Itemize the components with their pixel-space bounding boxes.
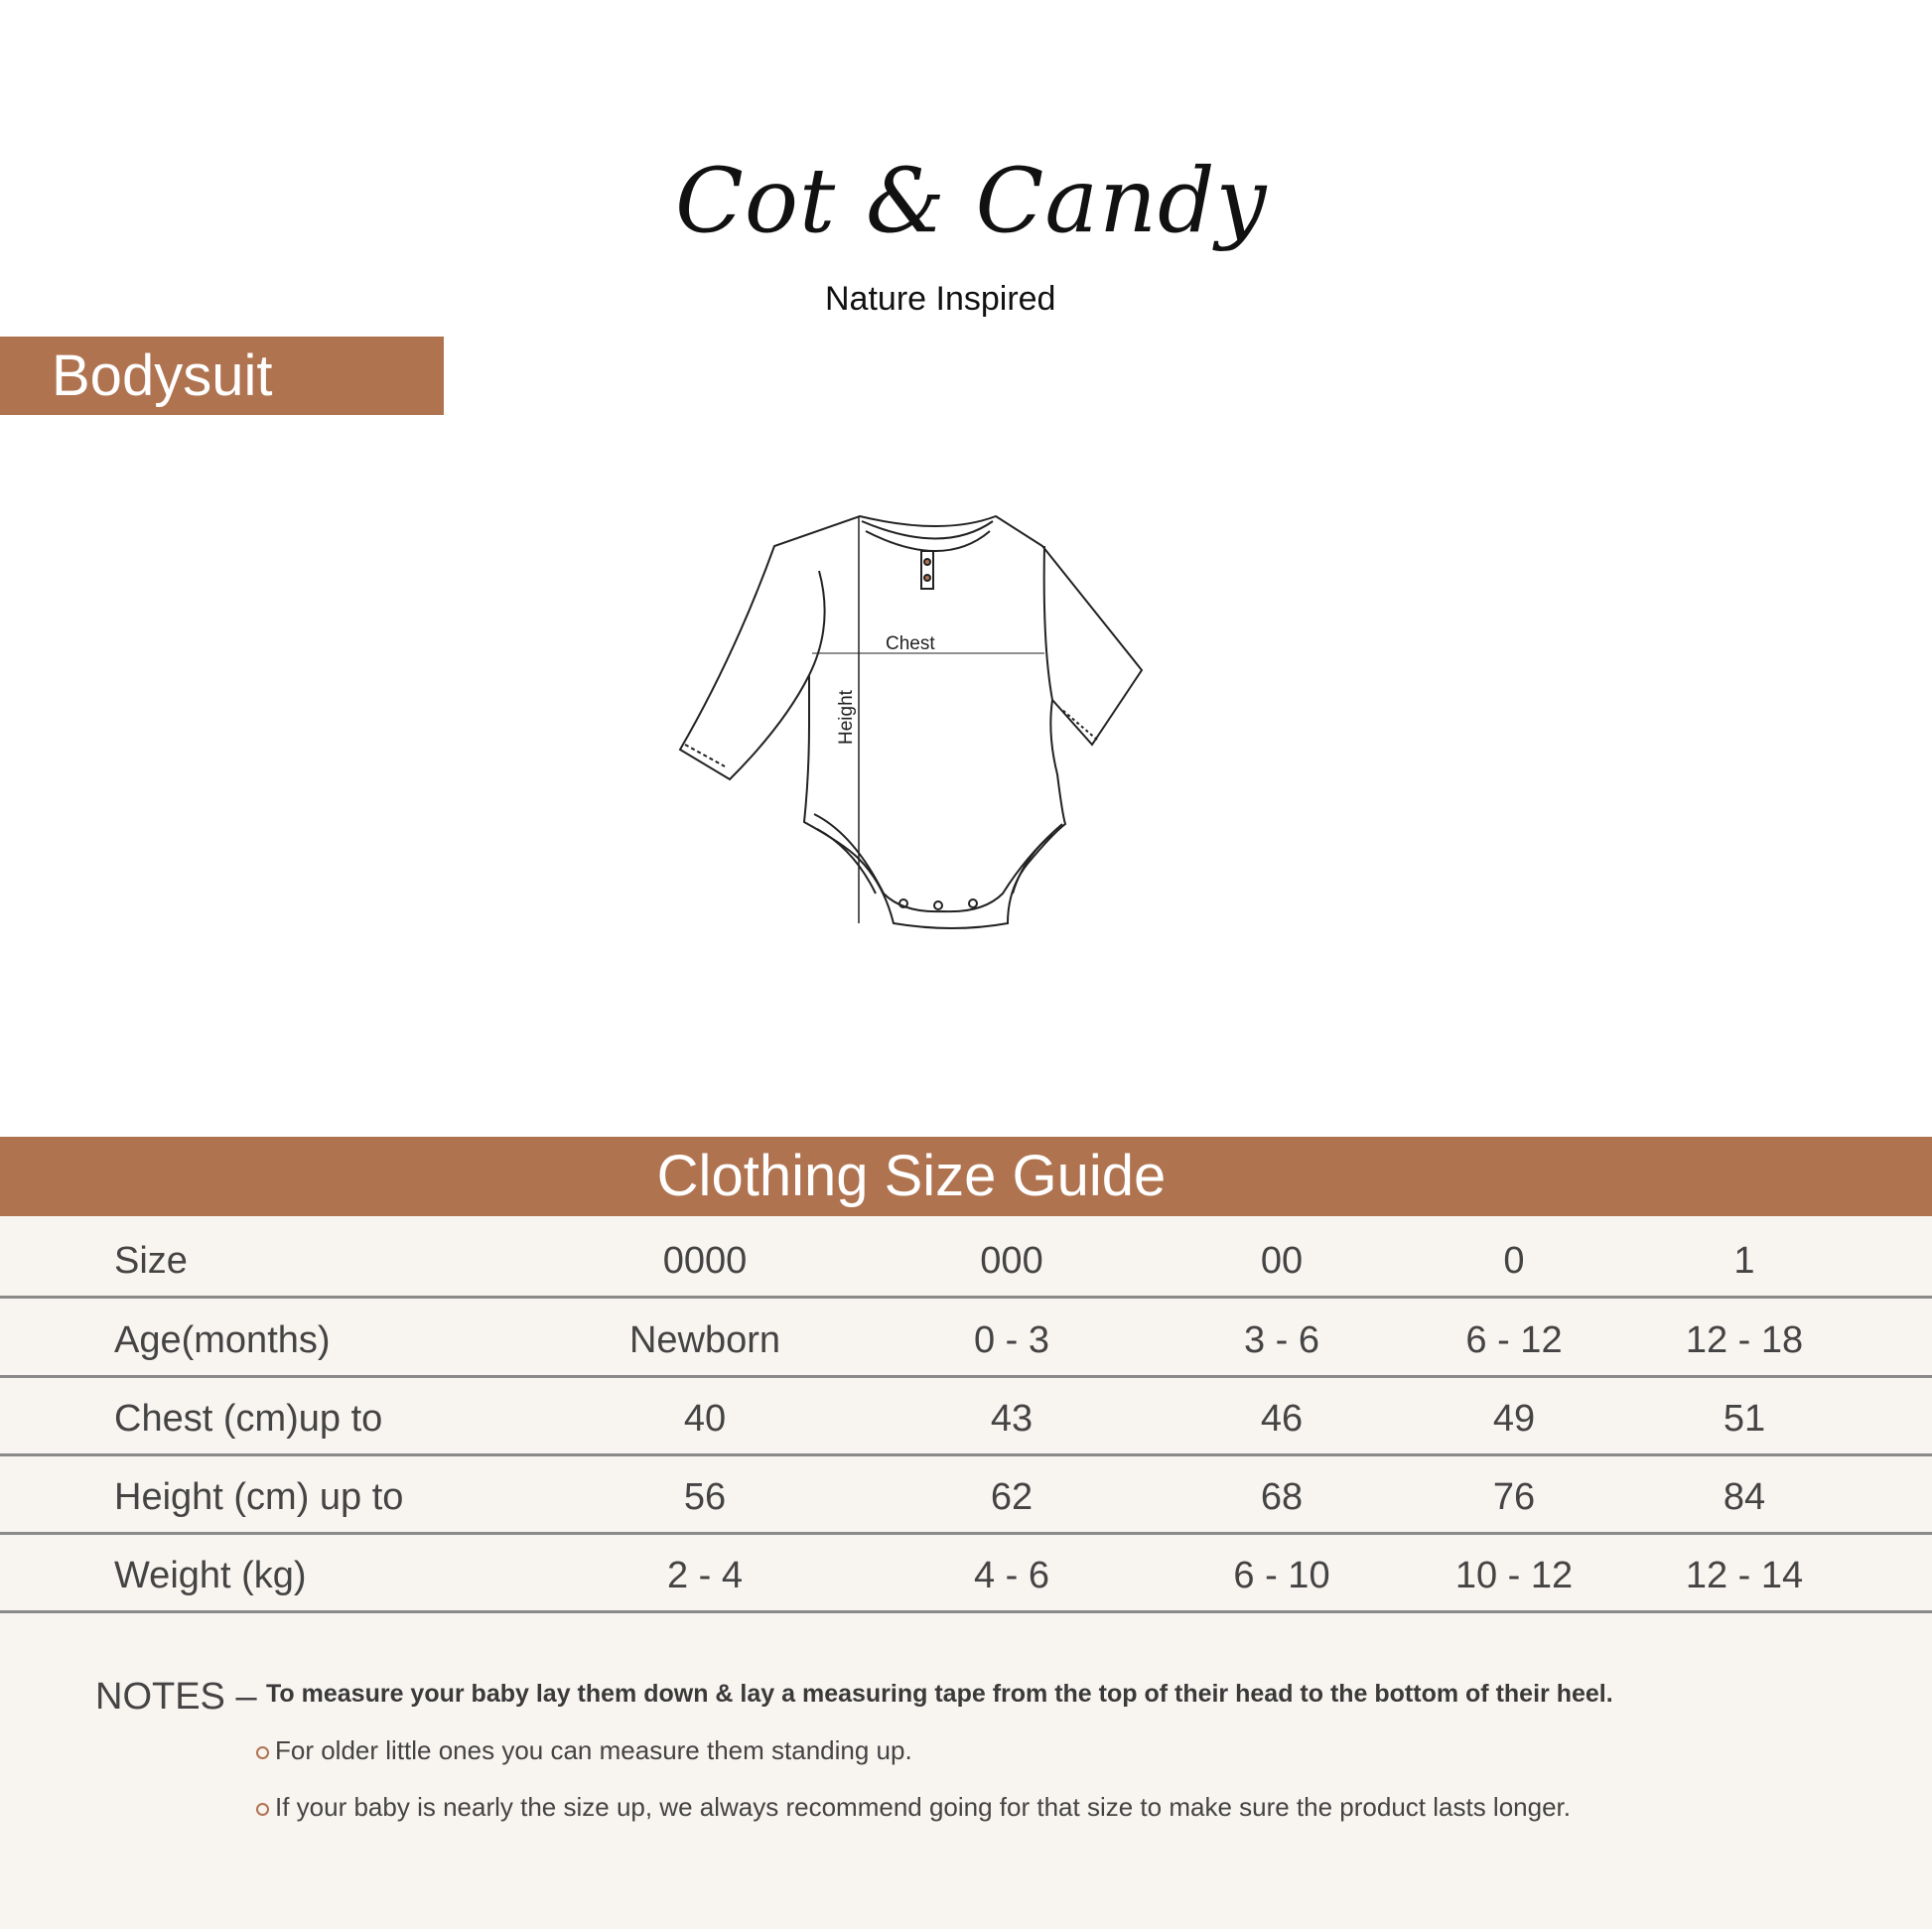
- bullet-icon: [256, 1802, 269, 1816]
- table-row: Age(months) Newborn 0 - 3 3 - 6 6 - 12 12 - 1…: [0, 1300, 1932, 1378]
- table-cell: 43: [990, 1398, 1034, 1440]
- row-label: Chest (cm)up to: [114, 1398, 383, 1440]
- table-cell: 84: [1723, 1476, 1766, 1518]
- table-cell: 46: [1260, 1398, 1304, 1440]
- table-cell: 56: [683, 1476, 727, 1518]
- chest-label: Chest: [886, 633, 935, 654]
- height-label: Height: [836, 690, 857, 745]
- table-cell: 6 - 12: [1465, 1319, 1563, 1361]
- tagline: Nature Inspired: [825, 280, 1056, 318]
- note-text: For older little ones you can measure th…: [275, 1735, 912, 1765]
- bodysuit-illustration: Chest Height: [655, 496, 1172, 953]
- row-label: Weight (kg): [114, 1555, 307, 1596]
- table-cell: 2 - 4: [666, 1555, 744, 1596]
- note-bullet: For older little ones you can measure th…: [256, 1735, 1894, 1766]
- table-cell: 0000: [662, 1240, 748, 1282]
- table-cell: 12 - 18: [1685, 1319, 1804, 1361]
- row-label: Height (cm) up to: [114, 1476, 404, 1518]
- table-row: Weight (kg) 2 - 4 4 - 6 6 - 10 10 - 12 12 - 1…: [0, 1535, 1932, 1613]
- logo-text: Cot & Candy: [675, 149, 1268, 253]
- product-title: Bodysuit: [52, 344, 273, 408]
- note-bullet: If your baby is nearly the size up, we a…: [256, 1792, 1894, 1823]
- table-cell: 51: [1723, 1398, 1766, 1440]
- table-cell: 10 - 12: [1454, 1555, 1574, 1596]
- table-cell: 12 - 14: [1685, 1555, 1804, 1596]
- notes-main-text: To measure your baby lay them down & lay…: [266, 1680, 1613, 1708]
- size-guide-header: Clothing Size Guide: [0, 1137, 1932, 1216]
- brand-logo: Cot & Candy Nature Inspired: [655, 149, 1266, 318]
- table-cell: Newborn: [628, 1319, 781, 1361]
- table-cell: 3 - 6: [1243, 1319, 1320, 1361]
- row-label: Age(months): [114, 1319, 331, 1361]
- note-text: If your baby is nearly the size up, we a…: [275, 1792, 1571, 1822]
- table-cell: 49: [1492, 1398, 1536, 1440]
- bullet-icon: [256, 1745, 269, 1759]
- table-cell: 76: [1492, 1476, 1536, 1518]
- table-cell: 000: [980, 1240, 1043, 1282]
- table-cell: 00: [1260, 1240, 1304, 1282]
- table-cell: 0 - 3: [973, 1319, 1050, 1361]
- table-row: Height (cm) up to 56 62 68 76 84: [0, 1456, 1932, 1535]
- table-cell: 6 - 10: [1233, 1555, 1330, 1596]
- table-cell: 0: [1503, 1240, 1525, 1282]
- row-label: Size: [114, 1240, 188, 1282]
- size-guide-title: Clothing Size Guide: [656, 1144, 1167, 1208]
- table-cell: 68: [1260, 1476, 1304, 1518]
- table-row: Chest (cm)up to 40 43 46 49 51: [0, 1378, 1932, 1456]
- product-banner: Bodysuit: [0, 337, 444, 415]
- table-cell: 4 - 6: [973, 1555, 1050, 1596]
- size-guide-table: Clothing Size Guide Size 0000 000 00 0 1 Age(m…: [0, 1137, 1932, 1929]
- notes-label: NOTES –: [95, 1676, 257, 1718]
- table-cell: 40: [683, 1398, 727, 1440]
- table-cell: 62: [990, 1476, 1034, 1518]
- table-cell: 1: [1733, 1240, 1755, 1282]
- table-row: Size 0000 000 00 0 1: [0, 1220, 1932, 1299]
